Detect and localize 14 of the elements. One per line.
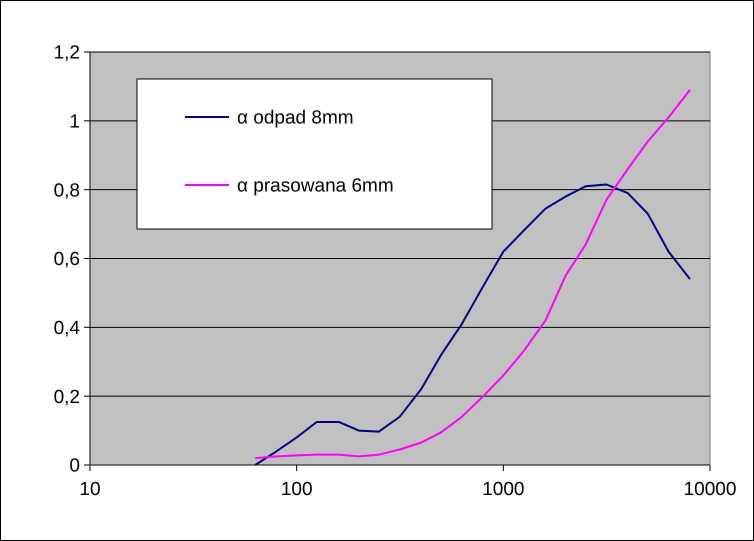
y-tick-label: 0 [69, 456, 80, 477]
legend-label: α prasowana 6mm [237, 176, 394, 197]
legend-label: α odpad 8mm [237, 108, 354, 129]
y-tick-label: 1,2 [54, 42, 80, 64]
x-tick-label: 1000 [482, 479, 524, 500]
y-tick-label: 0,8 [54, 180, 80, 202]
y-tick-label: 1 [69, 111, 80, 132]
y-tick-label: 0,2 [54, 386, 80, 408]
x-tick-label: 10 [79, 479, 101, 500]
x-tick-label: 10000 [684, 479, 736, 500]
x-tick-label: 100 [280, 479, 313, 500]
line-series [254, 88, 691, 460]
y-tick-label: 0,4 [54, 318, 80, 339]
y-tick-label: 0,6 [54, 249, 80, 270]
